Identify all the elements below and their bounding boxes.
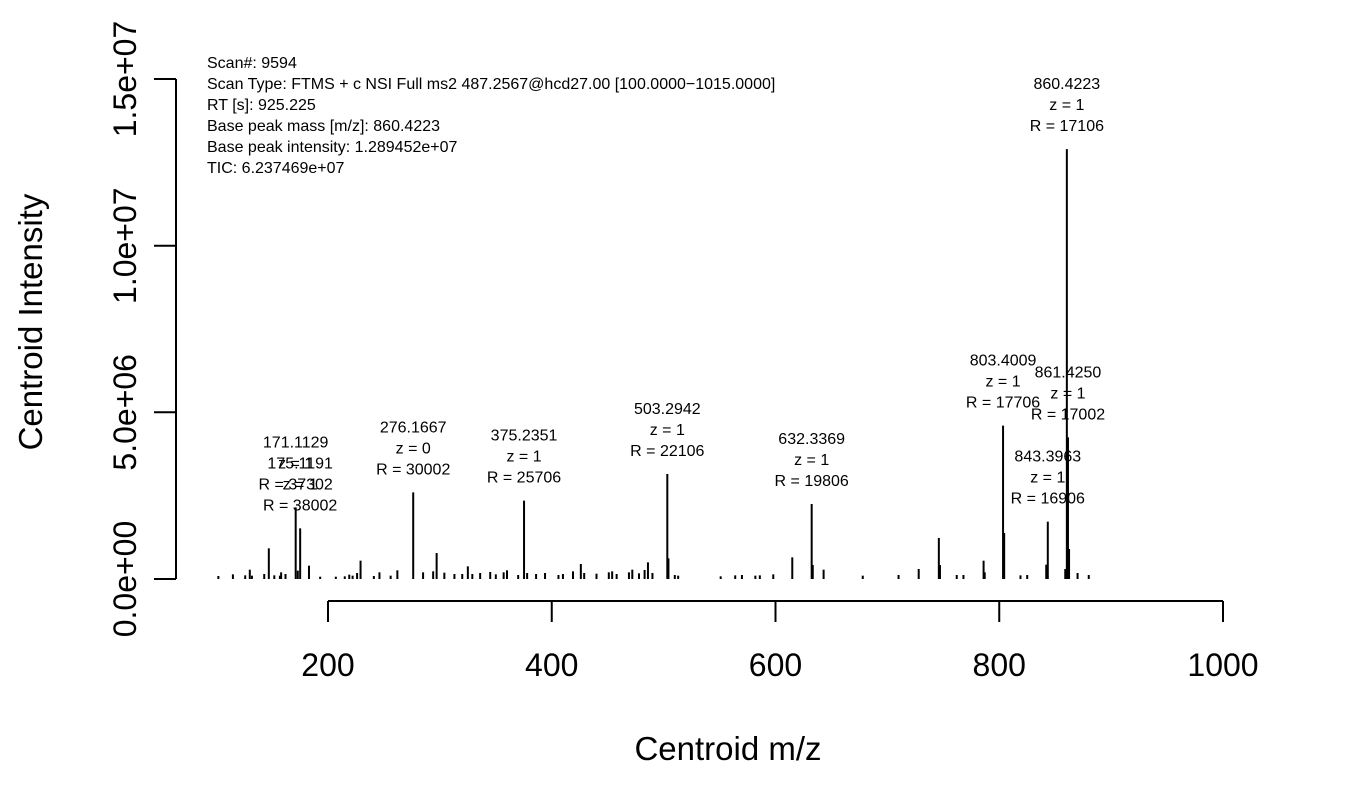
base-peak-intensity-line: Base peak intensity: 1.289452e+07 [207, 139, 458, 156]
peak-resolution-label: R = 17002 [1031, 406, 1105, 423]
peaks-layer [217, 149, 1090, 579]
y-axis-title: Centroid Intensity [12, 193, 49, 450]
x-tick-label: 600 [749, 647, 802, 683]
peak-resolution-label: R = 25706 [487, 470, 561, 487]
peak-charge-label: z = 1 [506, 449, 541, 466]
peak-resolution-label: R = 17106 [1030, 118, 1104, 135]
peak-charge-label: z = 1 [794, 452, 829, 469]
tic-line: TIC: 6.237469e+07 [207, 160, 345, 177]
retention-time-line: RT [s]: 925.225 [207, 97, 316, 114]
x-tick-label: 200 [301, 647, 354, 683]
scan-number-line: Scan#: 9594 [207, 55, 297, 72]
peak-mz-label: 843.3963 [1014, 449, 1081, 466]
y-tick-label: 5.0e+06 [107, 354, 143, 471]
peak-resolution-label: R = 30002 [376, 461, 450, 478]
peak-resolution-label: R = 38002 [263, 497, 337, 514]
peak-mz-label: 276.1667 [380, 419, 447, 436]
x-axis-title: Centroid m/z [634, 730, 821, 767]
x-tick-label: 1000 [1187, 647, 1258, 683]
peak-charge-label: z = 1 [278, 455, 313, 472]
peak-resolution-label: R = 22106 [630, 443, 704, 460]
peak-charge-label: z = 1 [985, 374, 1020, 391]
peak-charge-label: z = 1 [283, 476, 318, 493]
x-tick-label: 400 [525, 647, 578, 683]
scan-info-block: Scan#: 9594 Scan Type: FTMS + c NSI Full… [207, 55, 775, 177]
peak-resolution-label: R = 19806 [775, 473, 849, 490]
scan-type-line: Scan Type: FTMS + c NSI Full ms2 487.256… [207, 76, 775, 93]
peak-charge-label: z = 1 [650, 422, 685, 439]
y-tick-label: 0.0e+00 [107, 521, 143, 638]
peak-resolution-label: R = 17706 [966, 395, 1040, 412]
base-peak-mass-line: Base peak mass [m/z]: 860.4223 [207, 118, 440, 135]
y-tick-label: 1.5e+07 [107, 21, 143, 138]
peak-mz-label: 632.3369 [778, 431, 845, 448]
peak-mz-label: 375.2351 [491, 428, 558, 445]
peak-charge-label: z = 1 [1030, 470, 1065, 487]
peak-mz-label: 861.4250 [1035, 364, 1102, 381]
x-tick-label: 800 [973, 647, 1026, 683]
y-tick-label: 1.0e+07 [107, 187, 143, 304]
peak-charge-label: z = 1 [1050, 385, 1085, 402]
peak-mz-label: 175.1191 [267, 455, 333, 472]
peak-resolution-label: R = 16906 [1011, 491, 1085, 508]
peak-mz-label: 503.2942 [634, 401, 701, 418]
peak-mz-label: 803.4009 [970, 353, 1037, 370]
peak-mz-label: 171.1129 [263, 434, 329, 451]
peak-charge-label: z = 0 [396, 440, 431, 457]
x-axis: 200 400 600 800 1000 Centroid m/z [301, 600, 1259, 767]
y-axis: 0.0e+00 5.0e+06 1.0e+07 1.5e+07 Centroid… [12, 21, 177, 638]
peak-charge-label: z = 1 [1049, 97, 1084, 114]
peak-resolution-label: R = 37302 [259, 476, 333, 493]
peak-mz-label: 860.4223 [1033, 76, 1100, 93]
